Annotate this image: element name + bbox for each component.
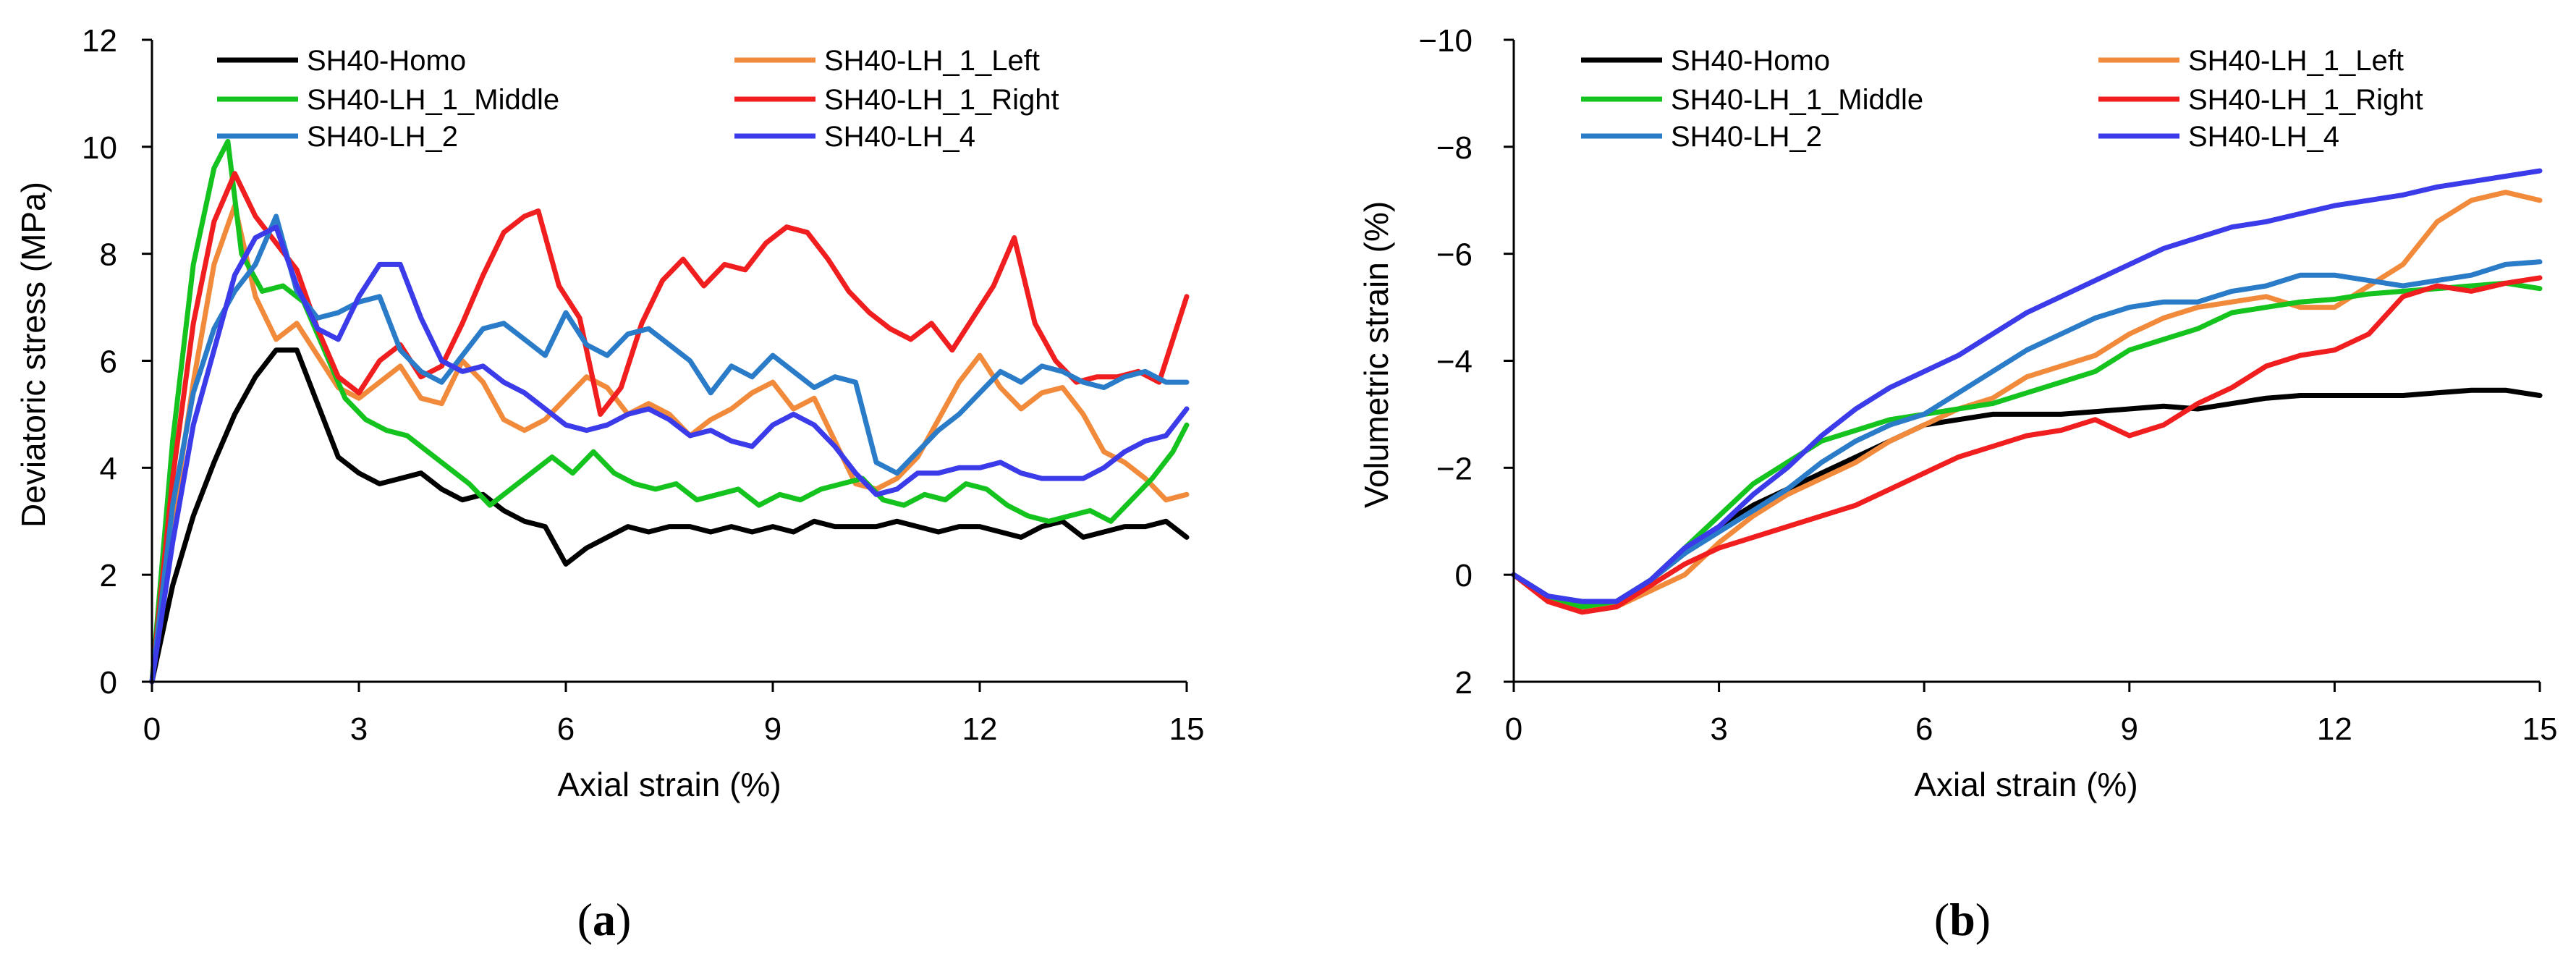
series-line-sh40-lh-1-left <box>149 203 1190 685</box>
x-tick-label: 0 <box>143 711 161 747</box>
caption-a-close: ) <box>616 894 631 945</box>
y-tick-label: 2 <box>1455 665 1473 701</box>
legend-label: SH40-LH_2 <box>307 121 458 153</box>
series-lines <box>1511 168 2543 615</box>
x-tick-label: 12 <box>962 711 998 747</box>
caption-b-letter: b <box>1949 894 1975 945</box>
x-tick-label: 6 <box>557 711 575 747</box>
x-tick-label: 3 <box>1710 711 1727 747</box>
y-tick-label: 0 <box>100 665 117 701</box>
legend-item-sh40-lh-1-right: SH40-LH_1_Right <box>734 84 1059 116</box>
legend-item-sh40-lh-1-middle: SH40-LH_1_Middle <box>217 84 559 116</box>
legend-label: SH40-LH_1_Right <box>2188 84 2423 116</box>
panel-b-volumetric-strain-chart: 20−2−4−6−8−100 3 6 9 12 15 SH40-Homo SH40-LH_1… <box>1357 23 2557 803</box>
series-line-sh40-homo <box>149 347 1190 685</box>
series-line-sh40-lh-1-right <box>149 171 1190 685</box>
legend-item-sh40-lh-2: SH40-LH_2 <box>1581 121 1822 153</box>
y-tick-label: −2 <box>1436 451 1473 486</box>
y-tick-label: 6 <box>100 344 117 380</box>
x-tick-label: 15 <box>1169 711 1205 747</box>
series-line-sh40-lh-1-right <box>1511 275 2543 615</box>
x-tick-label: 6 <box>1915 711 1933 747</box>
series-lines <box>149 138 1190 685</box>
axes <box>1504 38 2541 692</box>
y-tick-label: −6 <box>1436 237 1473 273</box>
caption-a-open: ( <box>577 894 593 945</box>
tick-labels: 20−2−4−6−8−100 3 6 9 12 15 <box>1418 23 2557 747</box>
caption-b-close: ) <box>1975 894 1991 945</box>
legend-item-sh40-lh-4: SH40-LH_4 <box>2098 121 2339 153</box>
legend: SH40-Homo SH40-LH_1_Left SH40-LH_1_Middle S… <box>217 45 1059 153</box>
x-tick-label: 0 <box>1505 711 1522 747</box>
series-line-sh40-lh-2 <box>1511 259 2543 604</box>
legend-label: SH40-Homo <box>1671 45 1830 77</box>
series-line-sh40-lh-4 <box>1511 168 2543 604</box>
panel-a-deviatoric-stress-chart: 0 2 4 6 8 10 12 0 3 6 9 12 15 SH40-Homo SH40-LH_1_Lef… <box>14 23 1204 803</box>
x-axis-label: Axial strain (%) <box>557 766 781 803</box>
y-axis-label: Deviatoric stress (MPa) <box>14 182 52 528</box>
caption-a-letter: a <box>593 894 616 945</box>
legend-label: SH40-LH_1_Left <box>2188 45 2404 77</box>
x-tick-label: 12 <box>2317 711 2352 747</box>
legend-label: SH40-LH_4 <box>2188 121 2339 153</box>
y-tick-label: 8 <box>100 237 117 273</box>
legend-label: SH40-LH_1_Middle <box>1671 84 1923 116</box>
plot-background <box>152 40 1187 682</box>
legend-item-sh40-homo: SH40-Homo <box>217 45 466 77</box>
legend-item-sh40-lh-1-left: SH40-LH_1_Left <box>2098 45 2404 77</box>
x-tick-label: 9 <box>764 711 781 747</box>
legend-label: SH40-LH_4 <box>824 121 975 153</box>
y-tick-label: −10 <box>1418 23 1473 59</box>
series-line-sh40-lh-2 <box>149 213 1190 685</box>
plot-area <box>152 40 1187 682</box>
legend-item-sh40-homo: SH40-Homo <box>1581 45 1830 77</box>
y-tick-label: −8 <box>1436 130 1473 166</box>
y-tick-label: 12 <box>82 23 117 59</box>
y-tick-label: −4 <box>1436 344 1473 380</box>
legend-item-sh40-lh-4: SH40-LH_4 <box>734 121 975 153</box>
y-tick-label: 4 <box>100 451 117 486</box>
axes <box>142 38 1188 692</box>
y-tick-label: 10 <box>82 130 117 166</box>
x-axis-label: Axial strain (%) <box>1914 766 2138 803</box>
y-tick-label: 2 <box>100 558 117 593</box>
series-line-sh40-lh-4 <box>149 224 1190 685</box>
series-line-sh40-lh-1-left <box>1511 190 2543 609</box>
caption-b: (b) <box>1934 894 1991 945</box>
caption-a: (a) <box>577 894 632 945</box>
legend-item-sh40-lh-1-left: SH40-LH_1_Left <box>734 45 1040 77</box>
y-axis-label: Volumetric strain (%) <box>1357 201 1395 508</box>
legend-item-sh40-lh-1-middle: SH40-LH_1_Middle <box>1581 84 1923 116</box>
caption-b-open: ( <box>1934 894 1949 945</box>
legend-item-sh40-lh-1-right: SH40-LH_1_Right <box>2098 84 2423 116</box>
legend-label: SH40-LH_1_Right <box>824 84 1059 116</box>
legend: SH40-Homo SH40-LH_1_Left SH40-LH_1_Middle S… <box>1581 45 2423 153</box>
legend-label: SH40-LH_1_Middle <box>307 84 559 116</box>
y-tick-label: 0 <box>1455 558 1473 593</box>
x-tick-label: 15 <box>2522 711 2558 747</box>
legend-label: SH40-LH_2 <box>1671 121 1822 153</box>
x-tick-label: 9 <box>2121 711 2138 747</box>
legend-label: SH40-Homo <box>307 45 466 77</box>
tick-labels: 0 2 4 6 8 10 12 0 3 6 9 12 15 <box>82 23 1204 747</box>
x-tick-label: 3 <box>350 711 368 747</box>
legend-label: SH40-LH_1_Left <box>824 45 1040 77</box>
legend-item-sh40-lh-2: SH40-LH_2 <box>217 121 458 153</box>
